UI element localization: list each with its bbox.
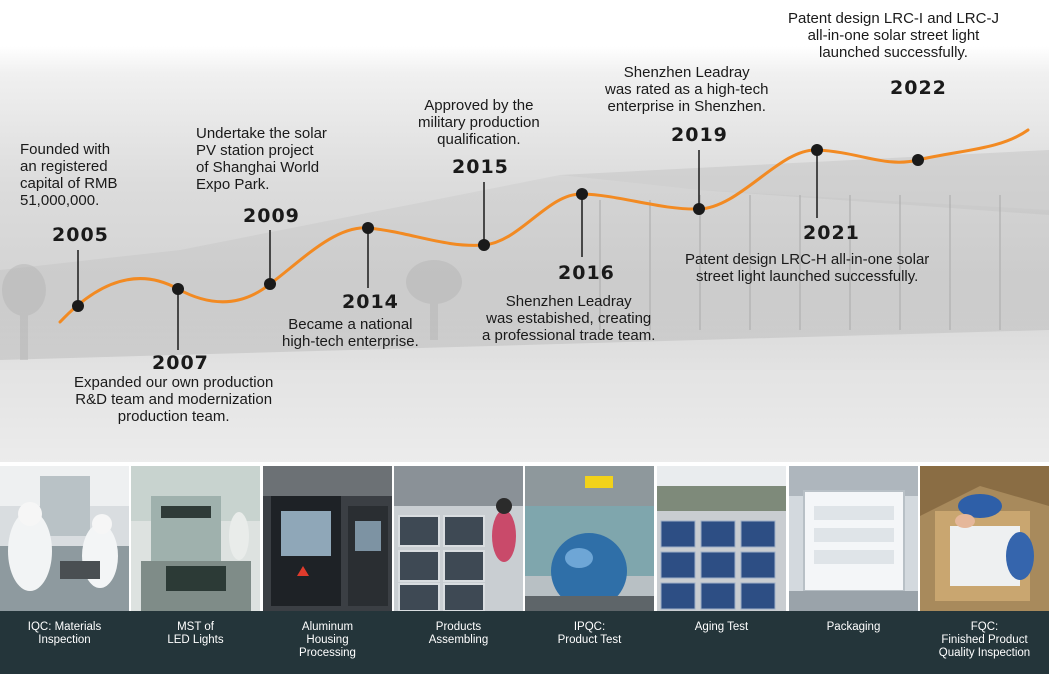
iqc-photo bbox=[0, 466, 129, 611]
event-text-2019: Shenzhen Leadray was rated as a high-tec… bbox=[605, 64, 769, 115]
ipqc-photo bbox=[525, 466, 654, 611]
milestone-dot-2014 bbox=[362, 222, 374, 234]
timeline-graphic bbox=[58, 128, 1030, 350]
milestone-dot-2015 bbox=[478, 239, 490, 251]
event-text-2021: Patent design LRC-H all-in-one solar str… bbox=[685, 251, 930, 285]
event-text-2014: Became a national high-tech enterprise. bbox=[282, 316, 419, 350]
aging-caption: Aging Test bbox=[657, 611, 786, 674]
milestone-dot-2016 bbox=[576, 188, 588, 200]
event-year-2016: 2016 bbox=[558, 262, 615, 284]
milestone-dot-2009 bbox=[264, 278, 276, 290]
fqc-photo bbox=[920, 466, 1049, 611]
process-step-fqc: FQC: Finished Product Quality Inspection bbox=[920, 466, 1049, 674]
milestone-dot-2021 bbox=[811, 144, 823, 156]
timeline-curve bbox=[58, 128, 1030, 324]
event-year-2007: 2007 bbox=[152, 352, 209, 374]
event-text-2005: Founded with an registered capital of RM… bbox=[20, 141, 118, 209]
event-text-2007: Expanded our own production R&D team and… bbox=[74, 374, 274, 425]
process-step-aging: Aging Test bbox=[657, 466, 786, 674]
assembling-photo bbox=[394, 466, 523, 611]
milestone-dot-2022 bbox=[912, 154, 924, 166]
milestone-dot-2007 bbox=[172, 283, 184, 295]
production-process-strip: IQC: Materials Inspection MST of LED Lig… bbox=[0, 466, 1049, 674]
event-year-2022: 2022 bbox=[890, 77, 947, 99]
process-step-aluminum: Aluminum Housing Processing bbox=[263, 466, 392, 674]
milestone-dot-2005 bbox=[72, 300, 84, 312]
process-step-packaging: Packaging bbox=[789, 466, 918, 674]
aging-photo bbox=[657, 466, 786, 611]
fqc-caption: FQC: Finished Product Quality Inspection bbox=[920, 611, 1049, 674]
process-step-assembling: Products Assembling bbox=[394, 466, 523, 674]
aluminum-photo bbox=[263, 466, 392, 611]
factory-background bbox=[0, 150, 1049, 462]
event-text-2022: Patent design LRC-I and LRC-J all-in-one… bbox=[788, 10, 999, 61]
process-step-ipqc: IPQC: Product Test bbox=[525, 466, 654, 674]
ipqc-caption: IPQC: Product Test bbox=[525, 611, 654, 674]
event-year-2005: 2005 bbox=[52, 224, 109, 246]
aluminum-caption: Aluminum Housing Processing bbox=[263, 611, 392, 674]
process-step-mst: MST of LED Lights bbox=[131, 466, 260, 674]
mst-photo bbox=[131, 466, 260, 611]
packaging-caption: Packaging bbox=[789, 611, 918, 674]
iqc-caption: IQC: Materials Inspection bbox=[0, 611, 129, 674]
event-text-2009: Undertake the solar PV station project o… bbox=[196, 125, 327, 193]
event-year-2015: 2015 bbox=[452, 156, 509, 178]
event-year-2021: 2021 bbox=[803, 222, 860, 244]
event-text-2016: Shenzhen Leadray was estabished, creatin… bbox=[482, 293, 656, 344]
event-text-2015: Approved by the military production qual… bbox=[418, 97, 540, 148]
process-step-iqc: IQC: Materials Inspection bbox=[0, 466, 129, 674]
event-year-2014: 2014 bbox=[342, 291, 399, 313]
milestone-dot-2019 bbox=[693, 203, 705, 215]
event-year-2019: 2019 bbox=[671, 124, 728, 146]
event-year-2009: 2009 bbox=[243, 205, 300, 227]
timeline-section: Founded with an registered capital of RM… bbox=[0, 0, 1049, 462]
mst-caption: MST of LED Lights bbox=[131, 611, 260, 674]
packaging-photo bbox=[789, 466, 918, 611]
assembling-caption: Products Assembling bbox=[394, 611, 523, 674]
